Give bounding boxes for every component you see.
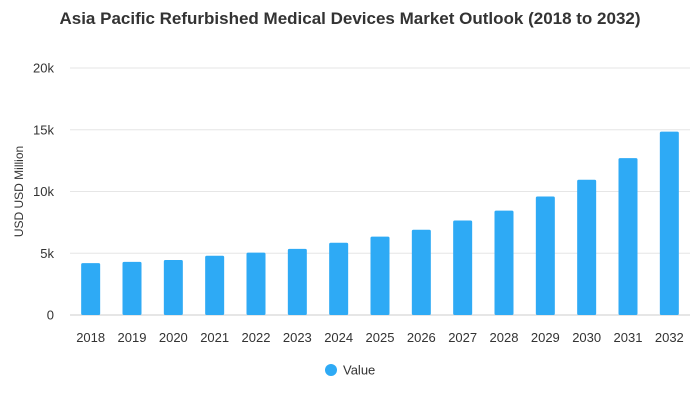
bar-2028 [494,210,514,315]
bar-2031 [618,158,638,315]
y-axis-title: USD USD Million [12,146,26,237]
x-tick-label: 2031 [614,330,643,345]
x-tick-label: 2030 [572,330,601,345]
x-tick-label: 2018 [76,330,105,345]
x-tick-label: 2029 [531,330,560,345]
x-tick-label: 2023 [283,330,312,345]
x-tick-label: 2027 [448,330,477,345]
x-tick-label: 2020 [159,330,188,345]
bar-2020 [163,260,183,315]
bar-2029 [535,196,555,315]
x-tick-label: 2024 [324,330,353,345]
bar-2022 [246,252,266,315]
bar-2023 [287,248,307,315]
x-tick-label: 2022 [242,330,271,345]
x-tick-label: 2026 [407,330,436,345]
bar-2030 [577,179,597,315]
x-tick-label: 2021 [200,330,229,345]
y-tick-label: 10k [33,184,54,199]
bar-2024 [329,242,349,315]
y-tick-label: 0 [47,308,54,323]
legend-marker [325,364,337,376]
bar-2026 [411,229,431,315]
x-tick-label: 2019 [118,330,147,345]
x-tick-label: 2025 [366,330,395,345]
bar-2032 [659,131,679,315]
x-tick-label: 2028 [490,330,519,345]
x-tick-label: 2032 [655,330,684,345]
bar-2021 [205,255,225,315]
y-tick-label: 5k [40,246,54,261]
chart-title: Asia Pacific Refurbished Medical Devices… [59,9,641,28]
legend-label: Value [343,363,375,378]
bar-2025 [370,236,390,315]
bar-2018 [81,263,101,315]
y-tick-label: 15k [33,122,54,137]
y-tick-label: 20k [33,61,54,76]
bar-2027 [453,220,473,315]
bar-2019 [122,261,142,315]
